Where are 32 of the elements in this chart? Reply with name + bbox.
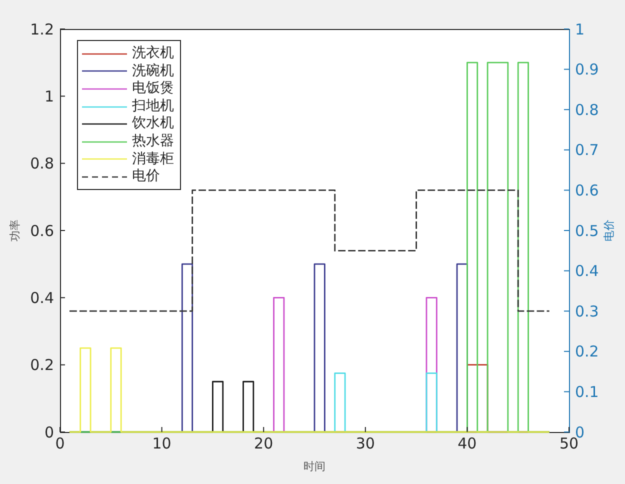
x-tick-label: 10: [152, 434, 172, 453]
y2-tick-label: 0.2: [575, 342, 599, 361]
y-tick-label: 0.2: [30, 356, 54, 374]
y2-tick-label: 1: [575, 20, 585, 38]
y-tick-label: 0.4: [30, 288, 54, 307]
y-axis-title: 功率: [8, 219, 22, 241]
y2-tick-label: 0.7: [575, 141, 599, 160]
legend-label: 热水器: [132, 132, 174, 149]
legend-label: 电饭煲: [132, 80, 174, 96]
legend-label: 洗衣机: [132, 45, 174, 61]
legend-label: 消毒柜: [132, 150, 174, 167]
x-tick-label: 20: [254, 434, 274, 453]
x-tick-label: 30: [356, 434, 375, 453]
y2-tick-label: 0.3: [575, 302, 599, 320]
y-tick-label: 0.8: [30, 154, 54, 173]
y-tick-label: 0.6: [30, 222, 54, 240]
y2-tick-label: 0.6: [575, 182, 599, 200]
y-tick-label: 1: [44, 87, 54, 106]
legend-label: 洗碗机: [132, 62, 174, 79]
y2-tick-label: 0.8: [575, 100, 599, 119]
legend-label: 电价: [132, 168, 160, 184]
x-axis-title: 时间: [304, 460, 326, 473]
y2-axis-title: 电价: [602, 219, 616, 241]
y2-tick-label: 0.4: [575, 262, 599, 280]
y2-tick-label: 0.5: [575, 222, 599, 240]
legend-label: 饮水机: [132, 115, 174, 132]
x-tick-label: 40: [458, 434, 477, 453]
legend-label: 扫地机: [132, 98, 174, 114]
y-tick-label: 1.2: [30, 20, 54, 38]
y2-tick-label: 0.9: [575, 60, 599, 79]
y2-tick-label: 0.1: [575, 383, 599, 402]
y-tick-label: 0: [44, 423, 54, 442]
